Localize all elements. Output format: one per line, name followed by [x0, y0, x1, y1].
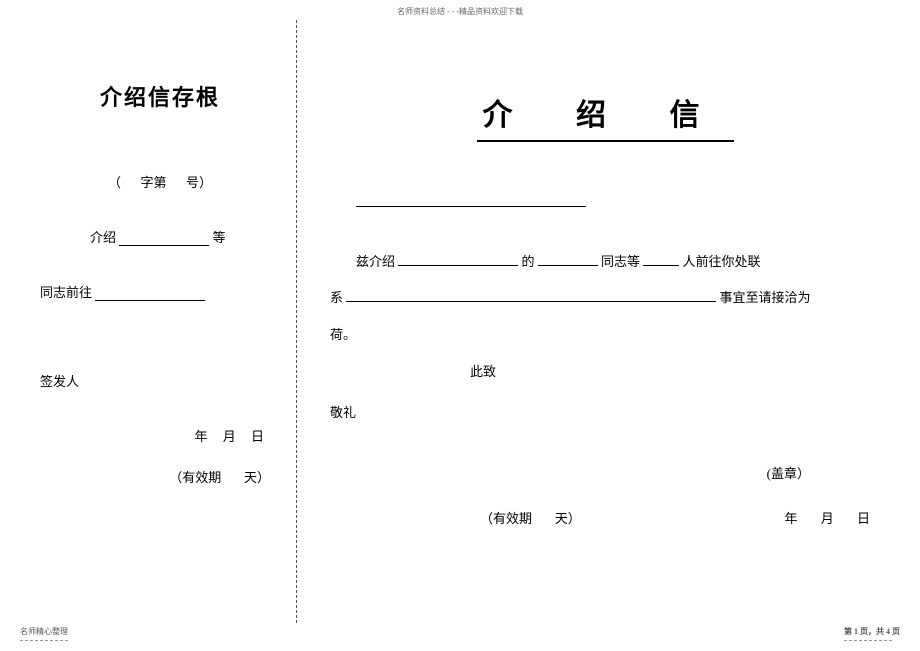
footer-right-rule — [844, 639, 892, 641]
letter-date: 年 月 日 — [784, 508, 880, 527]
letter-panel: 介 绍 信 兹介绍 的 同志等 人前往你处联 系 事宜至请接洽为 荷。 — [330, 90, 880, 527]
stub-issue-word1: 字第 — [140, 175, 166, 190]
letter-valid-open: （有效期 — [480, 511, 532, 526]
letter-date-m: 月 — [821, 511, 844, 526]
letter-body: 兹介绍 的 同志等 人前往你处联 系 事宜至请接洽为 荷。 — [330, 244, 880, 353]
l2-b: 事宜至请接洽为 — [720, 290, 811, 305]
l1-blank2[interactable] — [538, 253, 598, 266]
letter-date-d: 日 — [857, 511, 880, 526]
l1-c: 同志等 — [601, 254, 640, 269]
letter-date-y: 年 — [784, 511, 807, 526]
addressee-blank[interactable] — [356, 192, 586, 207]
l2-a: 系 — [330, 290, 343, 305]
stub-issue-row: （ 字第 号） — [40, 172, 280, 191]
stub-intro-label: 介绍 — [90, 230, 116, 245]
stub-date-d: 日 — [251, 429, 270, 444]
salute-1: 此致 — [470, 361, 880, 380]
stub-panel: 介绍信存根 （ 字第 号） 介绍 等 同志前往 签发人 年 月 日 （有效期 — [40, 80, 280, 486]
stub-valid-close: 天） — [244, 470, 270, 485]
stub-valid-open: （有效期 — [169, 470, 221, 485]
salute-2: 敬礼 — [330, 402, 880, 421]
l1-blank3[interactable] — [643, 253, 679, 266]
stub-comrade-row: 同志前往 — [40, 282, 280, 301]
l2-blank[interactable] — [346, 289, 716, 302]
letter-valid-close: 天） — [555, 511, 581, 526]
stub-comrade-blank[interactable] — [95, 286, 205, 301]
stub-date-row: 年 月 日 — [40, 426, 280, 445]
perforation-divider — [296, 20, 297, 623]
footer-right: 第 1 页，共 4 页 — [844, 626, 900, 641]
body-line-2: 系 事宜至请接洽为 — [330, 280, 880, 316]
letter-valid: （有效期 天） — [480, 508, 581, 527]
stub-date-y: 年 — [194, 429, 213, 444]
paren-open: （ — [108, 175, 121, 190]
letter-title: 介 绍 信 — [330, 90, 880, 142]
stub-comrade-label: 同志前往 — [40, 285, 92, 300]
body-line-1: 兹介绍 的 同志等 人前往你处联 — [330, 244, 880, 280]
top-note: 名师资料总结 - - -精品资料欢迎下载 — [0, 6, 920, 17]
body-line-3: 荷。 — [330, 317, 880, 353]
stub-valid-row: （有效期 天） — [40, 467, 280, 486]
addressee-row — [356, 192, 880, 212]
l1-d: 人前往你处联 — [683, 254, 761, 269]
l1-blank1[interactable] — [398, 253, 518, 266]
stub-intro-row: 介绍 等 — [40, 227, 280, 246]
l1-a: 兹介绍 — [356, 254, 395, 269]
stub-title: 介绍信存根 — [40, 80, 280, 112]
stub-signer-label: 签发人 — [40, 374, 79, 389]
footer-left-rule — [20, 639, 68, 641]
seal-label: (盖章） — [330, 463, 880, 482]
stub-intro-blank[interactable] — [119, 231, 209, 246]
footer-left: 名师精心整理 — [20, 626, 68, 641]
stub-signer-row: 签发人 — [40, 371, 280, 390]
stub-issue-word2: 号） — [186, 175, 212, 190]
letter-bottom-row: （有效期 天） 年 月 日 — [330, 508, 880, 527]
l3: 荷。 — [330, 327, 356, 342]
l1-b: 的 — [522, 254, 535, 269]
stub-intro-suffix: 等 — [213, 230, 226, 245]
page: 名师资料总结 - - -精品资料欢迎下载 介绍信存根 （ 字第 号） 介绍 等 … — [0, 0, 920, 651]
stub-date-m: 月 — [223, 429, 242, 444]
